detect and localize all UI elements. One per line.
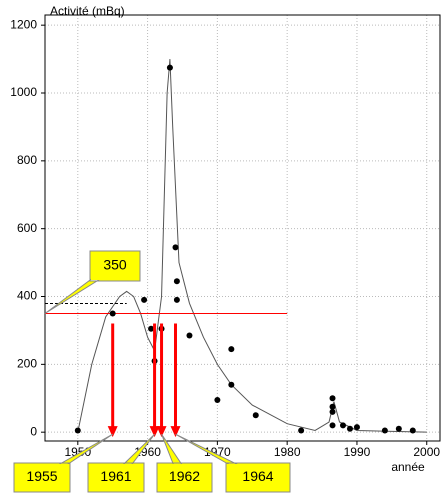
data-point xyxy=(173,296,180,303)
data-point xyxy=(141,296,148,303)
data-point xyxy=(409,427,416,434)
data-point xyxy=(109,310,116,317)
data-point xyxy=(298,427,305,434)
y-axis-label: Activité (mBq) xyxy=(50,4,125,18)
data-point xyxy=(228,381,235,388)
y-tick-label: 1200 xyxy=(10,17,37,31)
data-point xyxy=(148,325,155,332)
callout-label: 1961 xyxy=(100,468,131,484)
callout-box xyxy=(44,250,141,314)
y-tick-label: 400 xyxy=(17,289,37,303)
callout-label: 1955 xyxy=(26,468,57,484)
data-point xyxy=(173,278,180,285)
callout-fill xyxy=(227,464,289,491)
data-point xyxy=(353,424,360,431)
data-point xyxy=(395,425,402,432)
arrow-head xyxy=(107,426,118,438)
x-tick-label: 1970 xyxy=(204,445,231,459)
data-point xyxy=(381,427,388,434)
x-tick-label: 1990 xyxy=(344,445,371,459)
data-point xyxy=(214,396,221,403)
callout-fill xyxy=(15,464,69,491)
x-tick-label: 1980 xyxy=(274,445,301,459)
callout-label: 1964 xyxy=(242,468,273,484)
callout-fill xyxy=(91,252,139,280)
y-tick-label: 200 xyxy=(17,357,37,371)
callout-fill xyxy=(89,464,143,491)
data-point xyxy=(74,427,81,434)
data-point xyxy=(346,425,353,432)
data-point xyxy=(329,408,336,415)
data-point xyxy=(252,412,259,419)
arrow-head xyxy=(170,426,181,438)
fit-curve xyxy=(77,59,427,433)
callout-label: 350 xyxy=(103,257,127,273)
data-point xyxy=(228,346,235,353)
data-point xyxy=(329,403,336,410)
y-tick-label: 800 xyxy=(17,153,37,167)
x-tick-label: 2000 xyxy=(413,445,440,459)
arrow-head xyxy=(156,426,167,438)
arrow-head xyxy=(149,426,160,438)
x-axis-label: année xyxy=(391,460,425,474)
plot-frame xyxy=(44,14,441,442)
y-tick-label: 600 xyxy=(17,221,37,235)
x-tick-label: 1950 xyxy=(64,445,91,459)
data-point xyxy=(172,244,179,251)
data-point xyxy=(329,395,336,402)
data-point xyxy=(186,332,193,339)
data-point xyxy=(166,64,173,71)
y-tick-label: 0 xyxy=(30,424,37,438)
callout-fill xyxy=(158,464,211,491)
callout-label: 1962 xyxy=(169,468,200,484)
data-point xyxy=(339,422,346,429)
y-tick-label: 1000 xyxy=(10,85,37,99)
data-point xyxy=(329,422,336,429)
